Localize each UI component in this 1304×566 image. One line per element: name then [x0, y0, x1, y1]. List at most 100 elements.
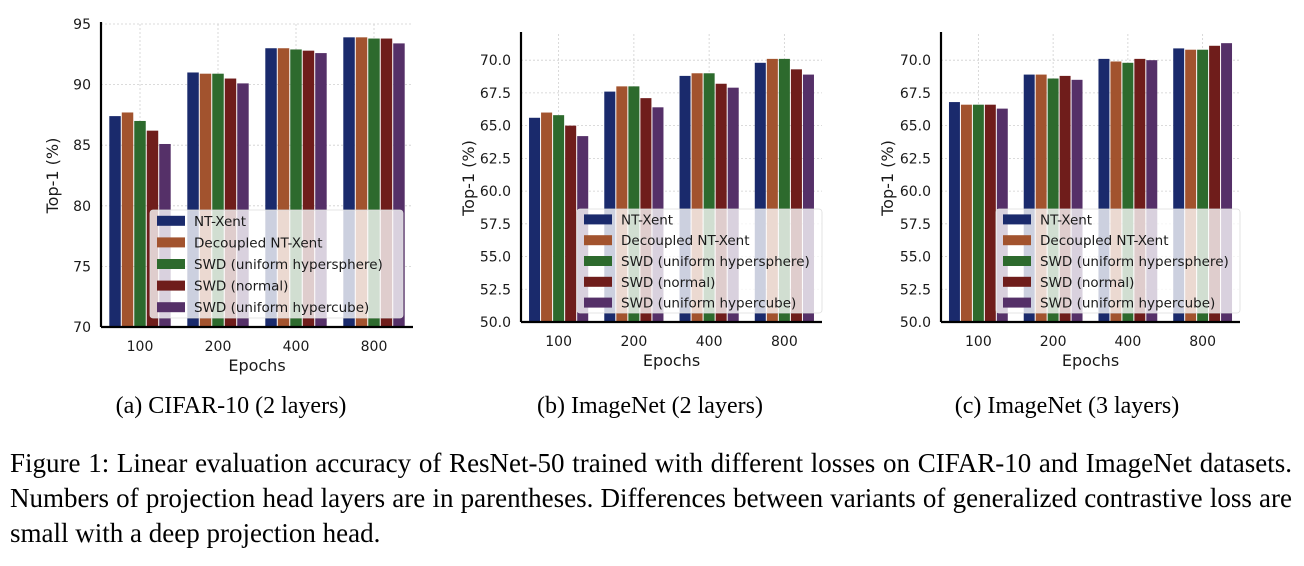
y-tick-label: 50.0	[480, 315, 511, 331]
legend-swatch	[157, 215, 185, 226]
y-tick-label: 55.0	[900, 250, 931, 266]
bar	[1173, 48, 1185, 323]
y-tick-label: 65.0	[480, 119, 511, 135]
bar	[778, 58, 790, 322]
y-tick-label: 62.5	[900, 151, 931, 167]
legend-swatch	[157, 259, 185, 269]
y-axis-label: Top-1 (%)	[878, 140, 897, 217]
legend-swatch	[584, 256, 612, 266]
legend-swatch	[157, 280, 185, 291]
bar	[541, 112, 553, 322]
y-tick-label: 80	[73, 199, 91, 215]
legend-swatch	[584, 235, 612, 246]
legend-label: Decoupled NT-Xent	[1040, 233, 1169, 249]
bar	[355, 37, 368, 327]
y-tick-label: 52.5	[480, 282, 511, 298]
bar	[277, 48, 290, 328]
x-tick-label: 800	[1189, 334, 1216, 350]
bar	[529, 117, 541, 322]
bar	[109, 116, 121, 327]
legend-swatch	[1003, 297, 1031, 308]
y-tick-label: 85	[73, 138, 91, 154]
legend-label: SWD (normal)	[194, 279, 288, 295]
bar	[302, 50, 315, 327]
y-tick-label: 60.0	[900, 184, 931, 200]
y-tick-label: 75	[73, 259, 91, 275]
bar	[715, 83, 727, 322]
legend-label: SWD (uniform hypercube)	[621, 296, 796, 312]
y-tick-label: 55.0	[480, 250, 511, 266]
y-tick-label: 70.0	[900, 53, 931, 69]
bar	[1059, 75, 1071, 323]
legend-label: NT-Xent	[621, 212, 673, 228]
subcaption-b: (b) ImageNet (2 layers)	[537, 393, 763, 419]
bar	[1098, 58, 1110, 322]
bar	[1134, 58, 1146, 322]
y-tick-label: 70	[73, 320, 91, 336]
bar	[1146, 60, 1158, 322]
y-tick-label: 62.5	[480, 151, 511, 167]
bar	[802, 74, 814, 322]
bar	[237, 83, 249, 327]
bar	[703, 73, 715, 322]
x-tick-label: 400	[1115, 334, 1142, 350]
legend-swatch	[1003, 276, 1031, 287]
legend-label: SWD (uniform hypersphere)	[1040, 254, 1229, 270]
bar	[628, 86, 640, 322]
bar	[380, 38, 393, 327]
bar	[1221, 43, 1233, 322]
bar	[766, 58, 778, 322]
x-tick-label: 400	[283, 339, 310, 355]
y-tick-label: 90	[73, 78, 91, 94]
bar	[972, 104, 984, 322]
bar	[1209, 45, 1221, 322]
bar	[1071, 79, 1083, 323]
bar	[121, 112, 134, 327]
legend-label: NT-Xent	[194, 214, 246, 230]
legend-swatch	[584, 276, 612, 287]
x-tick-label: 200	[1040, 334, 1067, 350]
legend-swatch	[157, 302, 185, 313]
legend-label: SWD (uniform hypersphere)	[621, 254, 810, 270]
x-tick-label: 200	[205, 339, 232, 355]
legend-box	[995, 208, 1241, 314]
bar	[1185, 49, 1197, 322]
legend-swatch	[1003, 256, 1031, 266]
legend-box	[576, 208, 823, 314]
legend-swatch	[584, 214, 612, 225]
bar	[265, 48, 277, 328]
bar	[984, 104, 996, 322]
y-tick-label: 65.0	[900, 119, 931, 135]
legend-label: SWD (normal)	[1040, 275, 1134, 291]
legend-label: Decoupled NT-Xent	[621, 233, 750, 249]
bar	[290, 49, 302, 328]
bar	[224, 78, 237, 327]
bar	[187, 72, 199, 327]
bar	[754, 62, 766, 323]
bar	[134, 120, 146, 328]
y-tick-label: 60.0	[480, 184, 511, 200]
legend-label: SWD (uniform hypercube)	[1040, 296, 1215, 312]
x-tick-label: 100	[965, 334, 992, 350]
bar	[790, 69, 802, 322]
bar	[343, 37, 355, 327]
bar	[212, 73, 224, 327]
bar	[1035, 74, 1047, 322]
y-tick-label: 50.0	[900, 315, 931, 331]
x-tick-label: 200	[621, 334, 648, 350]
y-axis-label: Top-1 (%)	[43, 138, 62, 215]
bar	[1023, 74, 1035, 322]
legend-label: Decoupled NT-Xent	[194, 235, 323, 251]
x-tick-label: 800	[771, 334, 798, 350]
bar	[368, 38, 380, 327]
y-axis-label: Top-1 (%)	[459, 140, 478, 217]
legend-box	[149, 209, 404, 319]
bar	[727, 87, 739, 322]
x-axis-label: Epochs	[1062, 351, 1119, 370]
bar	[553, 115, 565, 322]
figure-caption: Figure 1: Linear evaluation accuracy of …	[10, 448, 1292, 548]
legend-swatch	[157, 237, 185, 248]
